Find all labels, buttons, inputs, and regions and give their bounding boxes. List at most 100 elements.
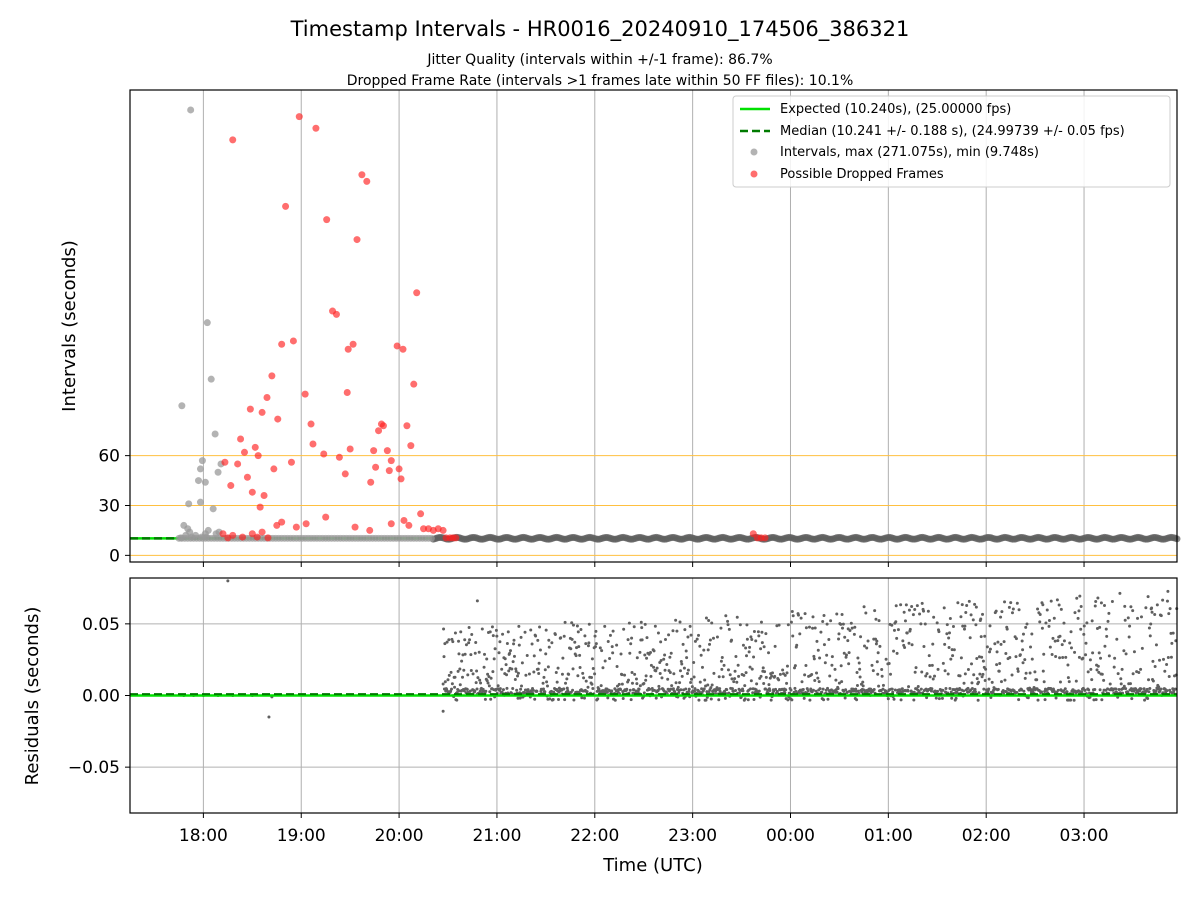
residual-point (680, 662, 684, 666)
intervals-plot-frame (129, 89, 1178, 563)
residual-point (1149, 622, 1153, 626)
residual-point (445, 640, 449, 644)
residual-point (498, 640, 502, 644)
residual-point (464, 643, 468, 647)
residual-point (682, 666, 686, 670)
dropped-frame-point (289, 337, 297, 345)
residual-point (584, 642, 588, 646)
residual-point (846, 639, 850, 643)
dropped-frame-point (417, 510, 425, 518)
residual-point (1110, 599, 1114, 603)
residual-point (1069, 630, 1073, 634)
residual-point (881, 687, 885, 691)
residual-point (968, 636, 972, 640)
residual-point (637, 687, 641, 691)
residual-point (644, 674, 648, 678)
residual-point (737, 674, 741, 678)
residual-point (812, 654, 816, 658)
residual-point (837, 681, 841, 685)
residual-point (1038, 620, 1042, 624)
residual-point (495, 634, 499, 638)
dropped-frame-point (260, 492, 268, 500)
residual-point (698, 644, 702, 648)
residual-point (980, 655, 984, 659)
residual-point (704, 616, 708, 620)
x-tick-label: 02:00 (962, 826, 1011, 846)
residual-point (455, 698, 459, 702)
residual-point (1049, 599, 1053, 603)
residual-point (722, 663, 726, 667)
residual-point (545, 680, 549, 684)
residual-point (1130, 697, 1134, 701)
residual-point (535, 689, 539, 693)
residual-point (516, 674, 520, 678)
residual-point (1016, 667, 1020, 671)
residual-point (1077, 655, 1081, 659)
residual-point (857, 691, 861, 695)
residual-point (608, 657, 612, 661)
residual-point (674, 618, 678, 622)
residual-point (468, 689, 472, 693)
residual-point (979, 635, 983, 639)
residual-point (453, 631, 457, 635)
residual-point (1112, 665, 1116, 669)
residual-point (1124, 652, 1128, 656)
residual-point (684, 687, 688, 691)
residual-point (709, 697, 713, 701)
residual-point (1023, 676, 1027, 680)
residual-point (621, 697, 625, 701)
residual-point (972, 673, 976, 677)
residual-point (1144, 606, 1148, 610)
residual-point (498, 687, 502, 691)
residual-point (550, 641, 554, 645)
residual-point (1120, 667, 1124, 671)
residual-point (822, 614, 826, 618)
residuals-y-axis-label: Residuals (seconds) (22, 607, 43, 786)
residual-point (465, 687, 469, 691)
dropped-frame-point (407, 442, 415, 450)
residual-point (657, 684, 661, 688)
residual-point (941, 661, 945, 665)
residual-point (620, 682, 624, 686)
residual-point (874, 642, 878, 646)
residual-point (911, 613, 915, 617)
residual-point (962, 627, 966, 631)
residual-point (928, 663, 932, 667)
residual-point (1173, 687, 1177, 691)
residual-point (925, 672, 929, 676)
residual-point (795, 643, 799, 647)
residual-point (1018, 653, 1022, 657)
residual-point (697, 698, 701, 702)
residual-point (630, 681, 634, 685)
dropped-frame-point (372, 463, 380, 471)
residual-point (488, 630, 492, 634)
residuals-reference-lines (130, 693, 1177, 697)
residual-point (970, 681, 974, 685)
residual-point (1167, 675, 1171, 679)
residual-point (453, 685, 457, 689)
residual-point (494, 628, 498, 632)
residual-point (638, 650, 642, 654)
residual-point (873, 609, 877, 613)
residual-point (512, 654, 516, 658)
residual-point (518, 696, 522, 700)
residual-point (668, 670, 672, 674)
residual-point (460, 675, 464, 679)
residual-point (744, 646, 748, 650)
residual-point (801, 688, 805, 692)
residual-point (1003, 600, 1007, 604)
residual-point (563, 698, 567, 702)
residual-point (971, 618, 975, 622)
dropped-frame-point (353, 236, 361, 244)
residual-point (486, 681, 490, 685)
residual-point (1079, 627, 1083, 631)
residual-point (676, 685, 680, 689)
residual-point (827, 638, 831, 642)
residual-point (791, 634, 795, 638)
residual-point (473, 651, 477, 655)
residual-point (672, 672, 676, 676)
dropped-frame-point (343, 388, 351, 396)
residual-point (727, 627, 731, 631)
residual-point (977, 691, 981, 695)
residual-point (789, 620, 793, 624)
